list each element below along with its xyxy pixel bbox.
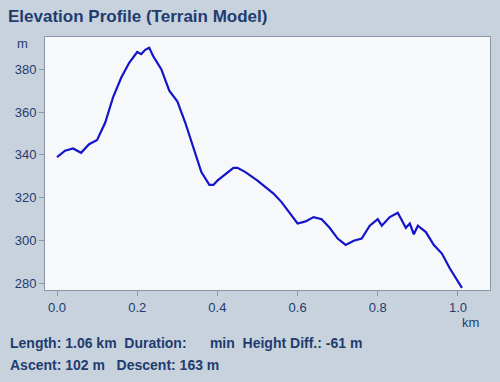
svg-text:380: 380 — [15, 62, 37, 77]
svg-text:Ascent: 102 m Descent: 163 m: Ascent: 102 m Descent: 163 m — [10, 357, 219, 373]
svg-text:320: 320 — [15, 190, 37, 205]
svg-text:1.0: 1.0 — [449, 300, 467, 315]
svg-text:0.8: 0.8 — [369, 300, 387, 315]
svg-text:Elevation Profile (Terrain Mod: Elevation Profile (Terrain Model) — [8, 7, 267, 26]
svg-text:0.2: 0.2 — [128, 300, 146, 315]
svg-text:m: m — [17, 36, 28, 51]
svg-text:0.4: 0.4 — [208, 300, 226, 315]
svg-text:300: 300 — [15, 233, 37, 248]
svg-text:0.6: 0.6 — [289, 300, 307, 315]
svg-text:340: 340 — [15, 147, 37, 162]
svg-text:Length: 1.06 km Duration:: Length: 1.06 km Duration: min Height Dif… — [10, 335, 362, 351]
svg-text:km: km — [462, 315, 479, 330]
svg-text:280: 280 — [15, 276, 37, 291]
svg-text:0.0: 0.0 — [48, 300, 66, 315]
svg-text:360: 360 — [15, 105, 37, 120]
